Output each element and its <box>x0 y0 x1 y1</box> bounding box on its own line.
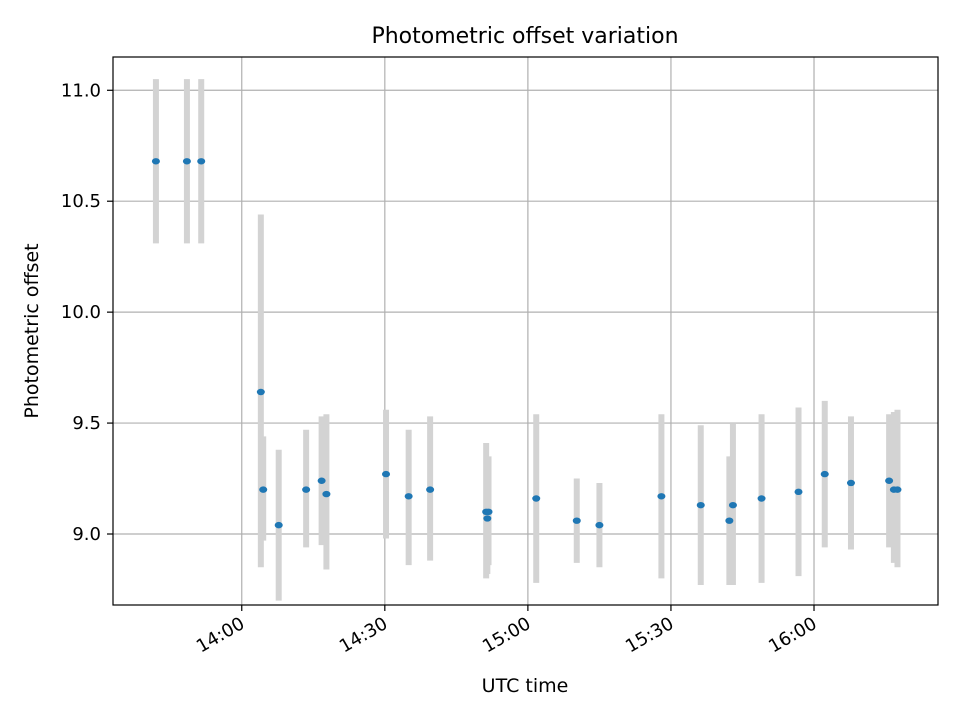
data-point <box>657 493 666 500</box>
data-points <box>151 158 902 529</box>
data-point <box>696 501 705 509</box>
data-point <box>532 495 541 502</box>
data-point <box>820 470 829 478</box>
data-point <box>846 479 855 487</box>
data-point <box>893 486 902 493</box>
x-axis-title: UTC time <box>482 675 569 697</box>
data-point <box>197 158 206 165</box>
data-point <box>317 477 326 484</box>
data-point <box>572 517 581 524</box>
y-tick-label: 10.5 <box>61 191 101 212</box>
y-axis-title: Photometric offset <box>21 243 43 418</box>
data-point <box>182 158 191 165</box>
chart-title: Photometric offset variation <box>371 24 678 49</box>
data-point <box>426 486 435 493</box>
data-point <box>256 388 265 396</box>
y-axis: 9.0 9.5 10.0 10.5 11.0 <box>61 80 113 545</box>
data-point <box>794 488 803 496</box>
data-point <box>322 490 331 498</box>
y-tick-label: 9.0 <box>72 524 101 545</box>
data-point <box>151 158 160 165</box>
y-tick-label: 10.0 <box>61 302 101 323</box>
data-point <box>404 493 413 500</box>
data-point <box>728 501 737 509</box>
data-point <box>885 477 894 484</box>
data-point <box>382 470 391 478</box>
y-tick-label: 9.5 <box>72 413 101 434</box>
data-point <box>484 508 493 516</box>
data-point <box>274 521 283 529</box>
data-point <box>483 515 492 522</box>
data-point <box>725 517 734 524</box>
data-point <box>595 521 604 529</box>
data-point <box>757 495 766 502</box>
data-point <box>302 486 311 493</box>
data-point <box>259 486 268 493</box>
y-tick-label: 11.0 <box>61 80 101 101</box>
grid <box>113 57 938 605</box>
plot-frame <box>112 56 939 606</box>
